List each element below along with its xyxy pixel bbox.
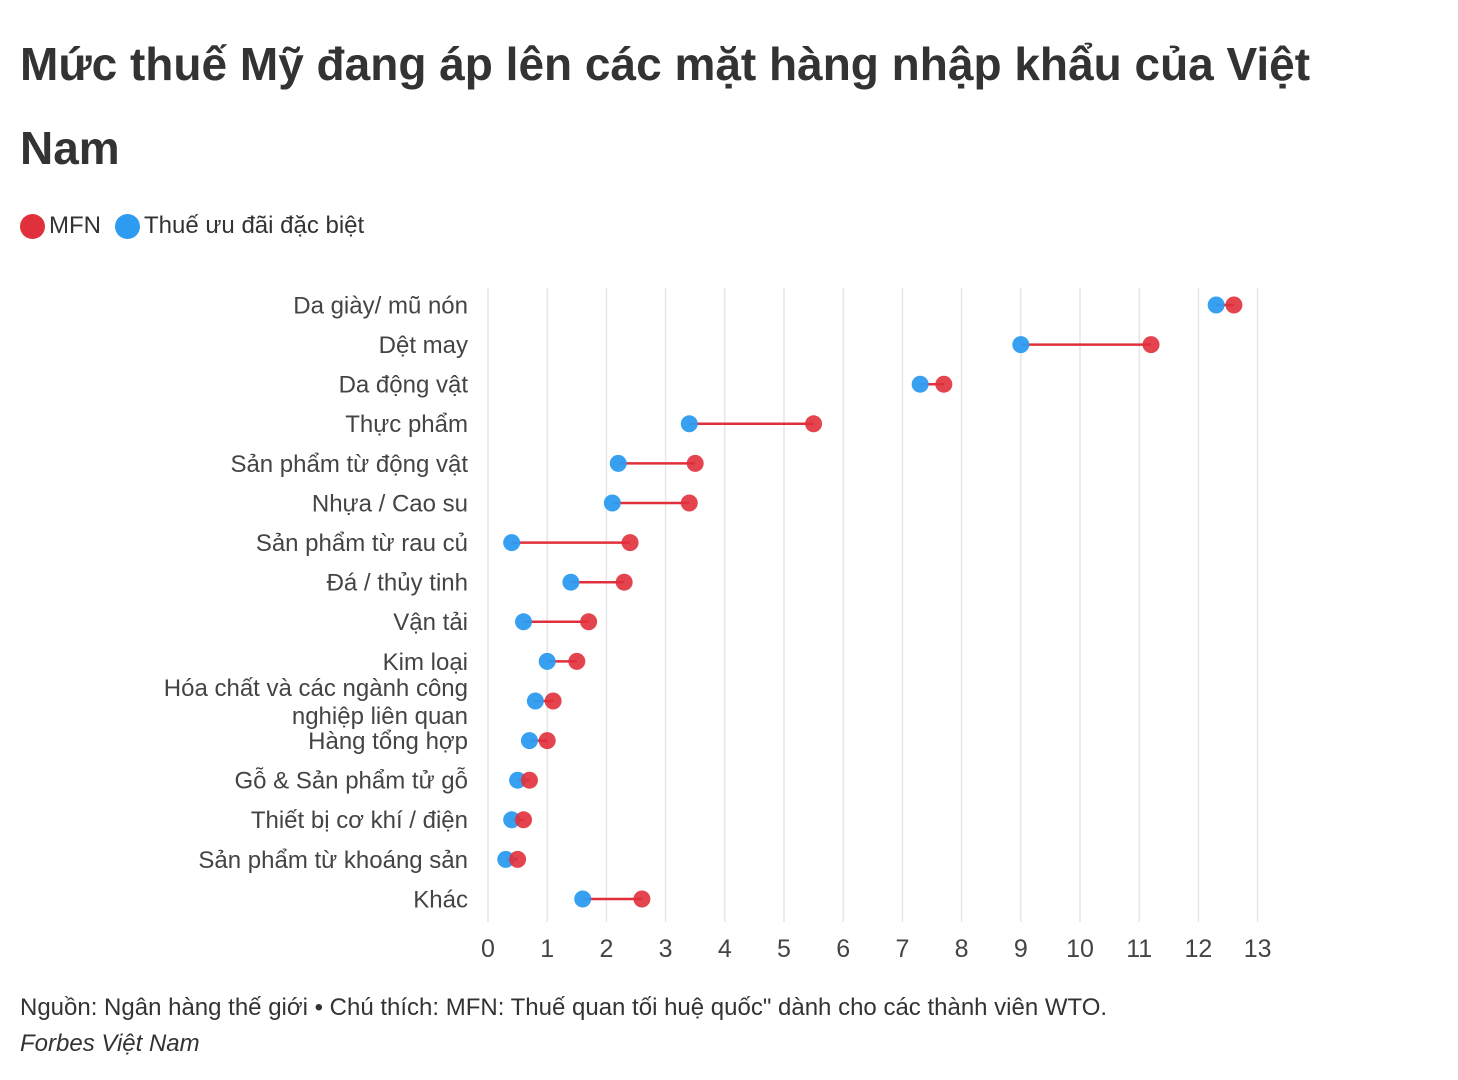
- x-tick-label: 5: [777, 935, 791, 963]
- dot-mfn: [538, 732, 556, 750]
- dot-special: [497, 850, 515, 868]
- category-label-line: nghiệp liên quan: [292, 703, 468, 730]
- dot-mfn: [935, 375, 953, 393]
- x-tick-label: 2: [599, 935, 613, 963]
- x-tick-label: 12: [1184, 935, 1212, 963]
- category-label: Sản phẩm từ khoáng sản: [198, 847, 468, 874]
- category-label: Dệt may: [379, 332, 468, 359]
- legend-item-mfn[interactable]: MFN: [20, 212, 101, 240]
- dot-mfn: [580, 613, 598, 631]
- dot-mfn: [544, 692, 562, 710]
- x-tick-label: 11: [1126, 935, 1152, 963]
- dot-special: [515, 613, 533, 631]
- legend-label-mfn: MFN: [49, 212, 101, 239]
- category-label: Thực phẩm: [345, 411, 468, 438]
- category-label: Sản phẩm từ rau củ: [256, 530, 468, 557]
- category-label: Hàng tổng hợp: [308, 728, 468, 755]
- category-label: Da động vật: [339, 372, 469, 399]
- dot-mfn: [805, 415, 823, 433]
- dot-mfn: [621, 534, 639, 552]
- dot-special: [609, 454, 627, 472]
- category-label: Đá / thủy tinh: [327, 570, 468, 597]
- x-tick-label: 7: [895, 935, 909, 963]
- x-tick-label: 9: [1014, 935, 1028, 963]
- dot-special: [538, 652, 556, 670]
- dot-special: [603, 494, 621, 512]
- dot-mfn: [633, 890, 651, 908]
- dot-special: [520, 732, 538, 750]
- dot-mfn: [1142, 336, 1160, 354]
- category-label-line: Hóa chất và các ngành công: [164, 675, 468, 702]
- dot-special: [911, 375, 929, 393]
- dot-special: [503, 811, 521, 829]
- x-tick-label: 13: [1244, 935, 1272, 963]
- legend-item-special[interactable]: Thuế ưu đãi đặc biệt: [114, 212, 365, 240]
- category-label: Gỗ & Sản phẩm tử gỗ: [234, 768, 468, 795]
- legend-label-special: Thuế ưu đãi đặc biệt: [143, 212, 365, 239]
- category-label: Vận tải: [393, 609, 468, 636]
- dot-special: [1207, 296, 1225, 314]
- x-tick-label: 0: [481, 935, 495, 963]
- legend: MFN Thuế ưu đãi đặc biệt: [20, 212, 378, 240]
- dot-special: [1012, 336, 1030, 354]
- dot-special: [526, 692, 544, 710]
- dot-mfn: [520, 771, 538, 789]
- footnote: Nguồn: Ngân hàng thế giới • Chú thích: M…: [20, 994, 1108, 1021]
- x-tick-label: 1: [540, 935, 554, 963]
- category-label: Hóa chất và các ngành công nghiệp liên qu…: [164, 675, 468, 730]
- category-label: Nhựa / Cao su: [312, 490, 468, 517]
- legend-swatch-special: [114, 213, 140, 239]
- source-credit: Forbes Việt Nam: [20, 1030, 200, 1057]
- dot-mfn: [615, 573, 633, 591]
- x-tick-label: 10: [1066, 935, 1094, 963]
- dot-special: [509, 771, 527, 789]
- category-label: Khác: [413, 886, 468, 913]
- dot-special: [562, 573, 580, 591]
- dot-mfn: [686, 454, 704, 472]
- legend-swatch-mfn: [20, 213, 45, 239]
- x-tick-label: 8: [955, 935, 969, 963]
- dot-special: [503, 534, 521, 552]
- dot-mfn: [509, 850, 527, 868]
- x-tick-label: 4: [718, 935, 732, 963]
- category-label: Kim loại: [383, 649, 468, 676]
- dot-mfn: [568, 652, 586, 670]
- chart-title: Mức thuế Mỹ đang áp lên các mặt hàng nhậ…: [20, 38, 1311, 174]
- category-label: Thiết bị cơ khí / điện: [251, 807, 468, 834]
- dot-special: [680, 415, 698, 433]
- x-tick-label: 6: [836, 935, 850, 963]
- dot-mfn: [515, 811, 533, 829]
- dot-special: [574, 890, 592, 908]
- category-label: Sản phẩm từ động vật: [230, 451, 468, 478]
- x-tick-label: 3: [659, 935, 673, 963]
- category-label: Da giày/ mũ nón: [293, 292, 468, 319]
- dot-mfn: [1225, 296, 1243, 314]
- dot-mfn: [680, 494, 698, 512]
